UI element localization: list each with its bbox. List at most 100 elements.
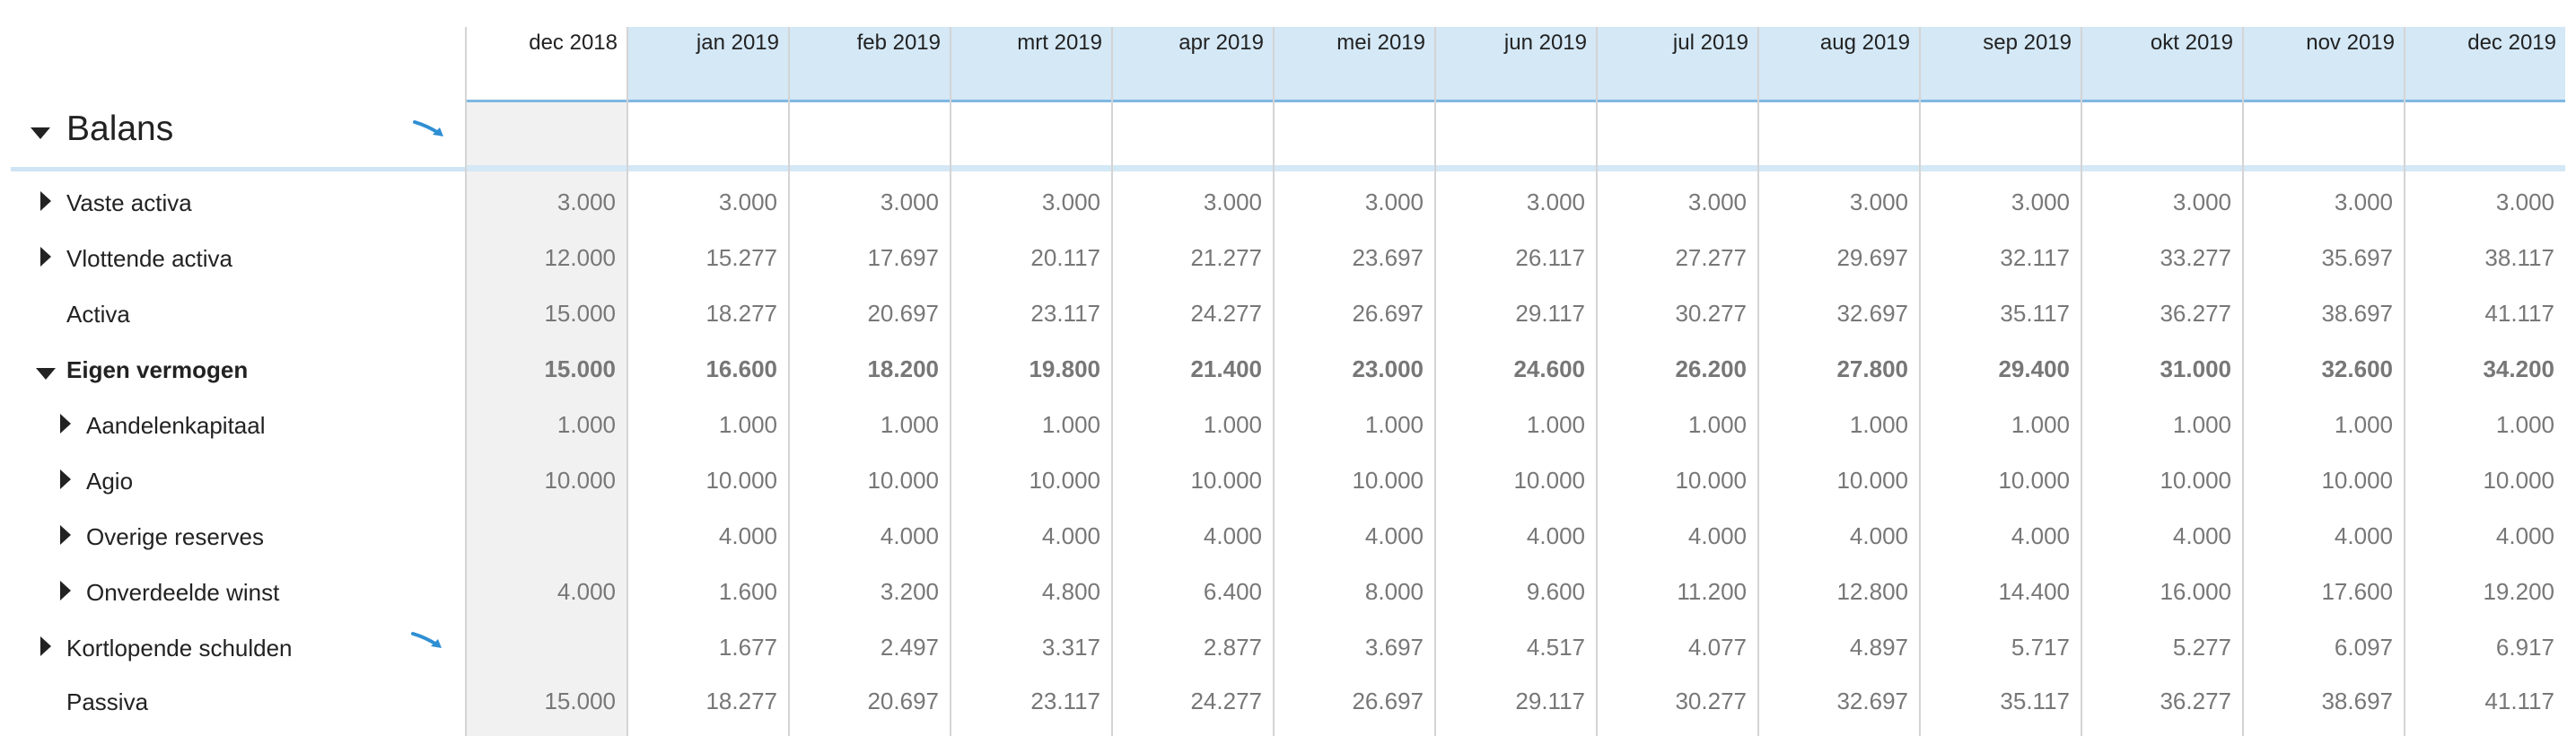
value-cell[interactable]: 1.600 [718, 578, 777, 605]
row-label-overige-reserves[interactable]: Overige reserves [0, 508, 465, 564]
value-cell[interactable]: 26.200 [1675, 355, 1747, 382]
column-header[interactable]: jan 2019 [628, 27, 788, 102]
row-label-aandelenkapitaal[interactable]: Aandelenkapitaal [0, 397, 465, 452]
value-cell[interactable]: 1.000 [1687, 411, 1747, 438]
trend-chart-icon[interactable] [413, 118, 443, 138]
value-cell[interactable]: 4.000 [1203, 522, 1262, 549]
value-cell[interactable]: 16.600 [705, 355, 777, 382]
value-cell[interactable]: 4.000 [1849, 522, 1908, 549]
value-cell[interactable]: 17.697 [867, 244, 939, 271]
value-cell[interactable]: 27.277 [1675, 244, 1747, 271]
value-cell[interactable]: 23.697 [1352, 244, 1424, 271]
value-cell[interactable]: 32.697 [1836, 300, 1908, 327]
value-cell[interactable]: 16.000 [2160, 578, 2231, 605]
value-cell[interactable]: 26.697 [1352, 688, 1424, 714]
value-cell[interactable]: 1.000 [2495, 411, 2554, 438]
value-cell[interactable]: 30.277 [1675, 300, 1747, 327]
value-cell[interactable]: 21.400 [1190, 355, 1262, 382]
value-cell[interactable]: 36.277 [2160, 300, 2231, 327]
value-cell[interactable]: 23.000 [1352, 355, 1424, 382]
value-cell[interactable]: 35.697 [2321, 244, 2393, 271]
value-cell[interactable]: 3.000 [2334, 188, 2393, 215]
value-cell[interactable]: 21.277 [1190, 244, 1262, 271]
value-cell[interactable]: 1.000 [1203, 411, 1262, 438]
value-cell[interactable]: 6.097 [2334, 634, 2393, 661]
value-cell[interactable]: 3.000 [1849, 188, 1908, 215]
value-cell[interactable]: 18.200 [867, 355, 939, 382]
value-cell[interactable]: 1.000 [1526, 411, 1585, 438]
value-cell[interactable]: 10.000 [1836, 467, 1908, 494]
value-cell[interactable]: 10.000 [1352, 467, 1424, 494]
value-cell[interactable]: 10.000 [2321, 467, 2393, 494]
column-header[interactable]: jul 2019 [1598, 27, 1757, 102]
row-label-vlottende-activa[interactable]: Vlottende activa [0, 230, 465, 285]
value-cell[interactable]: 24.600 [1513, 355, 1585, 382]
value-cell[interactable]: 10.000 [1998, 467, 2070, 494]
value-cell[interactable]: 26.117 [1515, 244, 1585, 271]
value-cell[interactable]: 4.517 [1526, 634, 1585, 661]
value-cell[interactable]: 41.117 [2484, 300, 2554, 327]
value-cell[interactable]: 3.000 [1687, 188, 1747, 215]
value-cell[interactable]: 38.697 [2321, 300, 2393, 327]
value-cell[interactable]: 4.000 [1526, 522, 1585, 549]
value-cell[interactable]: 6.400 [1203, 578, 1262, 605]
value-cell[interactable]: 18.277 [705, 300, 777, 327]
value-cell[interactable]: 1.000 [1041, 411, 1100, 438]
value-cell[interactable]: 1.000 [718, 411, 777, 438]
value-cell[interactable]: 3.000 [1041, 188, 1100, 215]
column-header[interactable]: sep 2019 [1921, 27, 2081, 102]
value-cell[interactable]: 2.877 [1203, 634, 1262, 661]
value-cell[interactable]: 3.000 [556, 188, 616, 215]
value-cell[interactable]: 1.000 [1849, 411, 1908, 438]
value-cell[interactable]: 3.000 [1364, 188, 1424, 215]
value-cell[interactable]: 2.497 [880, 634, 939, 661]
column-header[interactable]: jun 2019 [1436, 27, 1596, 102]
column-header[interactable]: dec 2018 [467, 27, 626, 102]
value-cell[interactable]: 4.000 [1041, 522, 1100, 549]
value-cell[interactable]: 12.000 [544, 244, 616, 271]
value-cell[interactable]: 15.277 [705, 244, 777, 271]
column-header[interactable]: dec 2019 [2405, 27, 2565, 102]
value-cell[interactable]: 15.000 [544, 688, 616, 714]
value-cell[interactable]: 1.000 [2011, 411, 2070, 438]
value-cell[interactable]: 4.000 [2334, 522, 2393, 549]
value-cell[interactable]: 32.600 [2321, 355, 2393, 382]
value-cell[interactable]: 3.000 [880, 188, 939, 215]
value-cell[interactable]: 3.200 [880, 578, 939, 605]
caret-right-icon[interactable] [39, 636, 52, 656]
column-header[interactable]: mei 2019 [1275, 27, 1434, 102]
caret-down-icon[interactable] [31, 126, 50, 140]
value-cell[interactable]: 20.697 [867, 300, 939, 327]
value-cell[interactable]: 3.000 [1203, 188, 1262, 215]
value-cell[interactable]: 27.800 [1836, 355, 1908, 382]
value-cell[interactable]: 32.117 [2000, 244, 2070, 271]
column-header[interactable]: mrt 2019 [951, 27, 1111, 102]
value-cell[interactable]: 3.000 [2172, 188, 2231, 215]
value-cell[interactable]: 8.000 [1364, 578, 1424, 605]
value-cell[interactable]: 29.400 [1998, 355, 2070, 382]
value-cell[interactable]: 5.277 [2172, 634, 2231, 661]
column-header[interactable]: nov 2019 [2244, 27, 2404, 102]
value-cell[interactable]: 20.117 [1030, 244, 1100, 271]
value-cell[interactable]: 3.000 [2011, 188, 2070, 215]
value-cell[interactable]: 1.000 [2172, 411, 2231, 438]
value-cell[interactable]: 4.000 [2172, 522, 2231, 549]
value-cell[interactable]: 6.917 [2495, 634, 2554, 661]
value-cell[interactable]: 3.697 [1364, 634, 1424, 661]
value-cell[interactable]: 4.000 [1687, 522, 1747, 549]
value-cell[interactable]: 29.117 [1515, 300, 1585, 327]
value-cell[interactable]: 23.117 [1030, 688, 1100, 714]
value-cell[interactable]: 4.000 [2495, 522, 2554, 549]
value-cell[interactable]: 3.000 [718, 188, 777, 215]
value-cell[interactable]: 29.117 [1515, 688, 1585, 714]
caret-right-icon[interactable] [39, 191, 52, 211]
value-cell[interactable]: 1.677 [718, 634, 777, 661]
value-cell[interactable]: 10.000 [1675, 467, 1747, 494]
value-cell[interactable]: 36.277 [2160, 688, 2231, 714]
caret-right-icon[interactable] [59, 581, 72, 600]
value-cell[interactable]: 30.277 [1675, 688, 1747, 714]
value-cell[interactable]: 19.200 [2483, 578, 2554, 605]
value-cell[interactable]: 4.000 [880, 522, 939, 549]
value-cell[interactable]: 34.200 [2483, 355, 2554, 382]
value-cell[interactable]: 15.000 [544, 300, 616, 327]
